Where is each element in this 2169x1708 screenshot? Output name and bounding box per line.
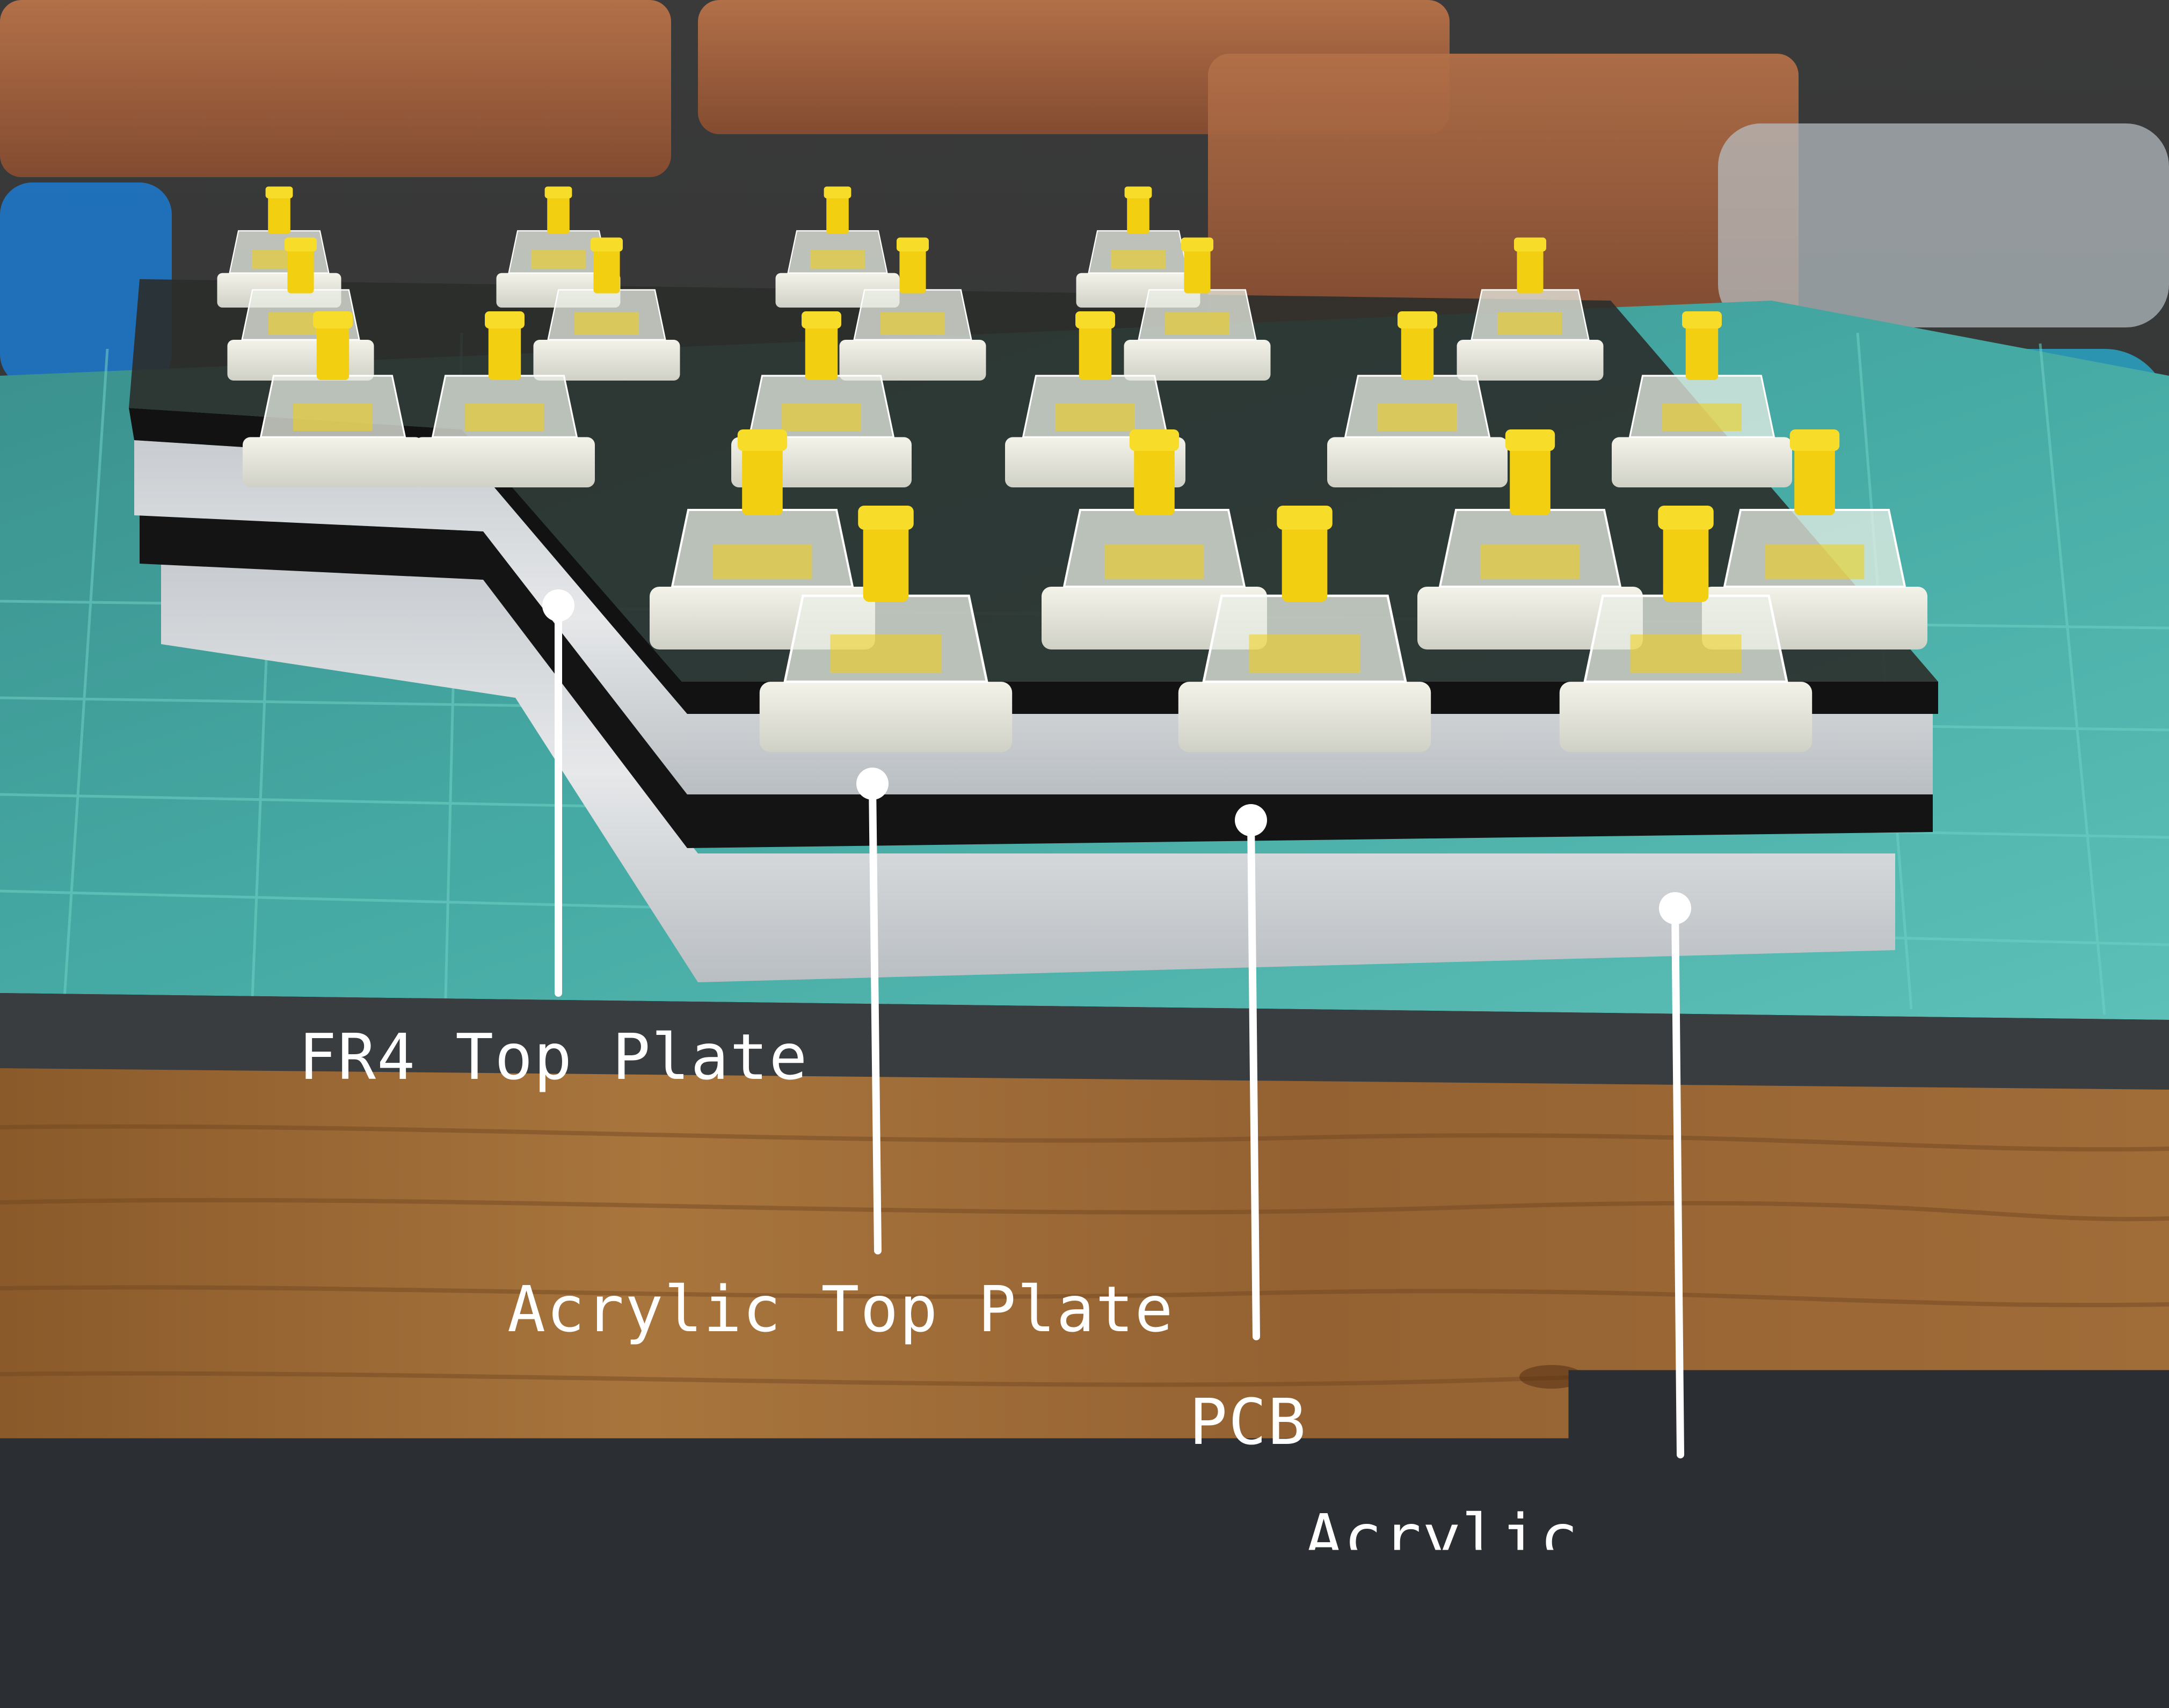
wooden-desk: [0, 1068, 2169, 1708]
callout-dot: [542, 589, 574, 622]
acrylic-bottom-plate-label: Acrylic Bottom Plate: [1305, 1500, 2089, 1574]
callout-dot: [1659, 892, 1691, 924]
acrylic-top-plate-label: Acrylic Top Plate: [507, 1272, 1174, 1346]
fr4-top-plate-label: FR4 Top Plate: [299, 1020, 809, 1094]
callout-dot: [1235, 804, 1267, 836]
pcb-label: PCB: [1189, 1385, 1307, 1459]
callout-dot: [856, 768, 889, 800]
